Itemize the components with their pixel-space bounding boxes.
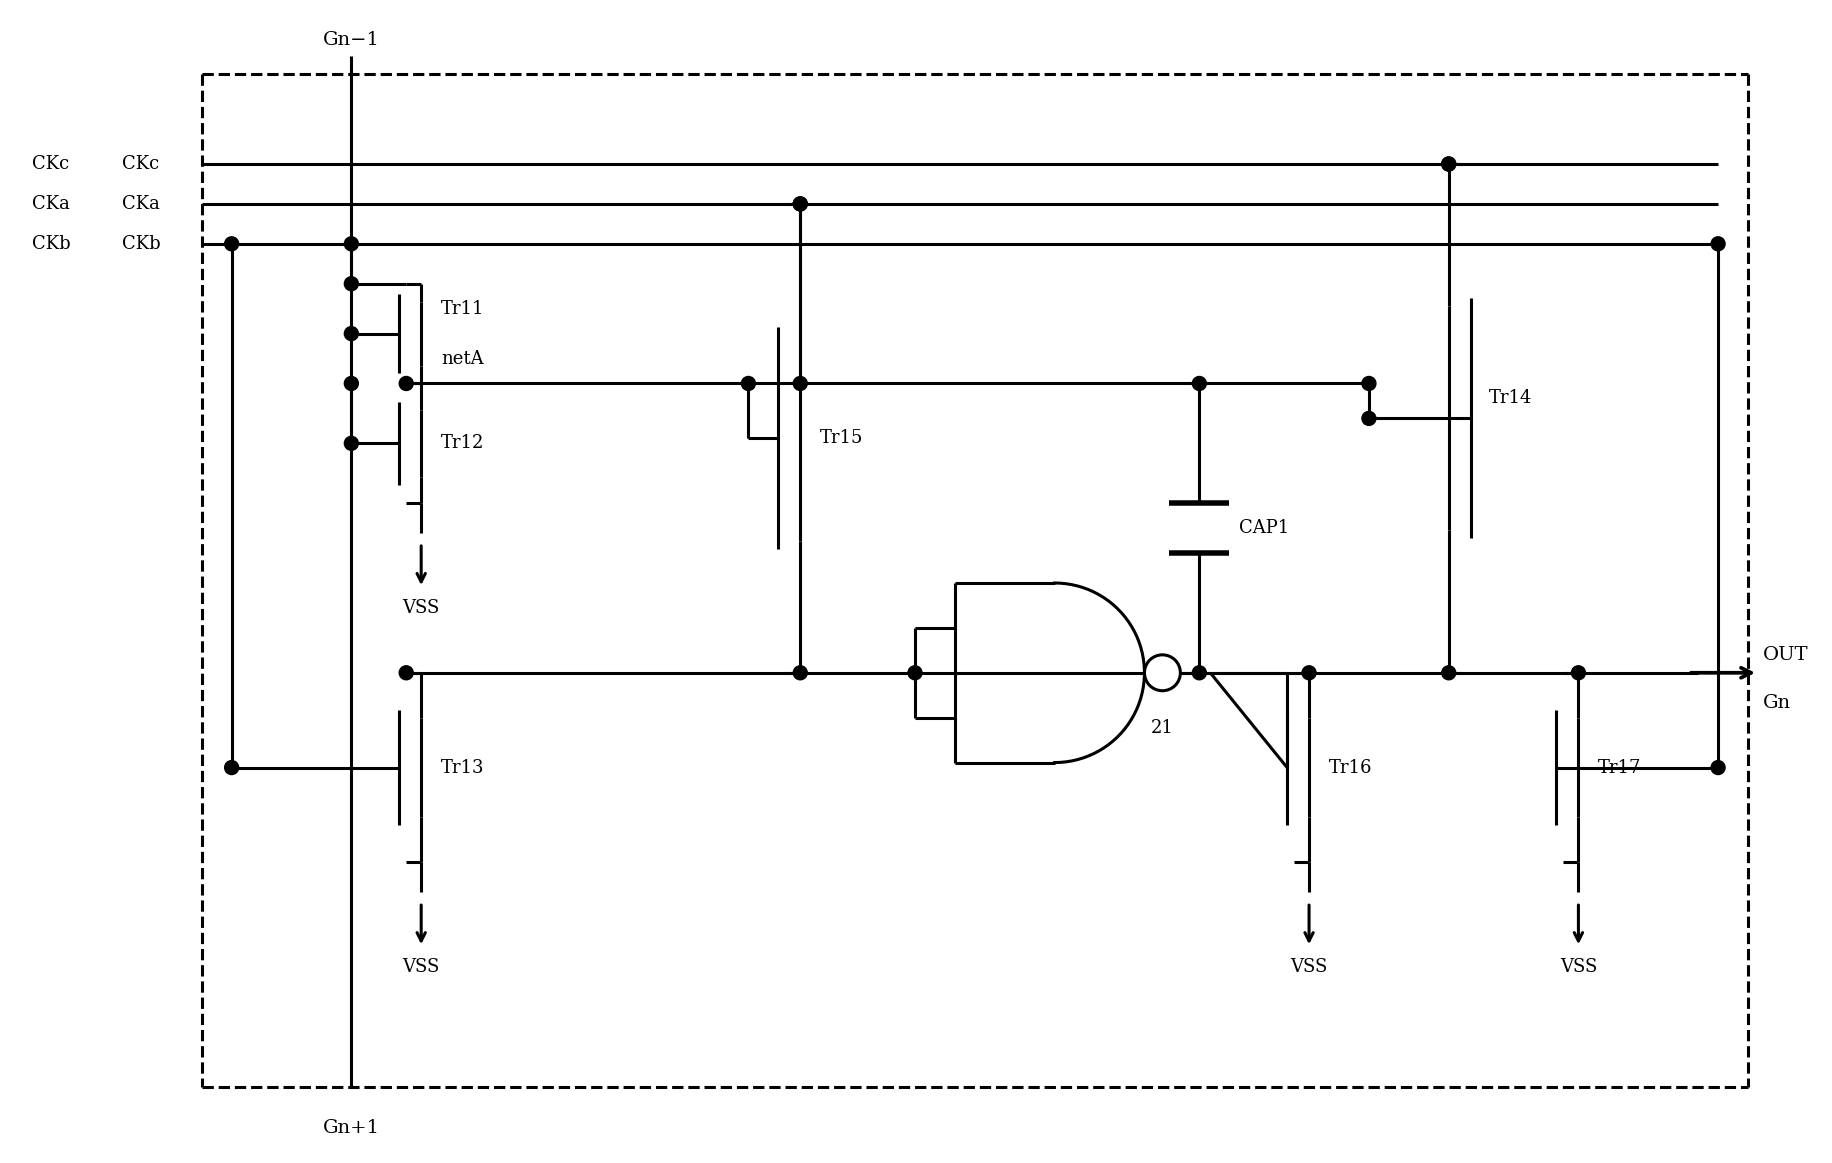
Text: Tr16: Tr16 [1328, 758, 1372, 777]
Text: Tr14: Tr14 [1489, 390, 1532, 407]
Circle shape [1442, 665, 1456, 679]
Text: netA: netA [442, 350, 484, 368]
Text: Gn−1: Gn−1 [322, 31, 379, 49]
Circle shape [793, 377, 808, 391]
Circle shape [1711, 761, 1726, 775]
Circle shape [399, 377, 414, 391]
Circle shape [344, 237, 359, 251]
Text: OUT: OUT [1762, 645, 1808, 664]
Text: VSS: VSS [1559, 958, 1598, 976]
Text: VSS: VSS [403, 958, 440, 976]
Circle shape [1442, 157, 1456, 171]
Circle shape [793, 197, 808, 211]
Text: CKa: CKa [33, 195, 70, 213]
Circle shape [1193, 377, 1205, 391]
Text: CKb: CKb [123, 235, 161, 252]
Text: VSS: VSS [1290, 958, 1328, 976]
Circle shape [742, 377, 755, 391]
Text: CKc: CKc [123, 155, 159, 173]
Text: Gn+1: Gn+1 [322, 1119, 379, 1136]
Text: Tr13: Tr13 [442, 758, 485, 777]
Text: Tr15: Tr15 [821, 429, 863, 448]
Text: CKa: CKa [123, 195, 159, 213]
Circle shape [1193, 665, 1205, 679]
Text: 21: 21 [1150, 719, 1174, 736]
Circle shape [1361, 412, 1376, 426]
Circle shape [1572, 665, 1585, 679]
Circle shape [344, 436, 359, 450]
Circle shape [793, 197, 808, 211]
Text: Gn: Gn [1762, 693, 1792, 712]
Circle shape [1442, 157, 1456, 171]
Circle shape [1361, 377, 1376, 391]
Circle shape [344, 377, 359, 391]
Circle shape [1303, 665, 1315, 679]
Circle shape [1145, 655, 1180, 691]
Circle shape [399, 665, 414, 679]
Circle shape [344, 277, 359, 291]
Text: CKc: CKc [33, 155, 70, 173]
Circle shape [344, 327, 359, 341]
Circle shape [225, 237, 238, 251]
Text: Tr17: Tr17 [1598, 758, 1641, 777]
Text: VSS: VSS [403, 599, 440, 616]
Circle shape [909, 665, 921, 679]
Circle shape [225, 761, 238, 775]
Text: CKb: CKb [33, 235, 71, 252]
Text: CAP1: CAP1 [1238, 519, 1290, 537]
Text: Tr11: Tr11 [442, 300, 485, 317]
Circle shape [793, 665, 808, 679]
Circle shape [1711, 237, 1726, 251]
Text: Tr12: Tr12 [442, 434, 484, 452]
